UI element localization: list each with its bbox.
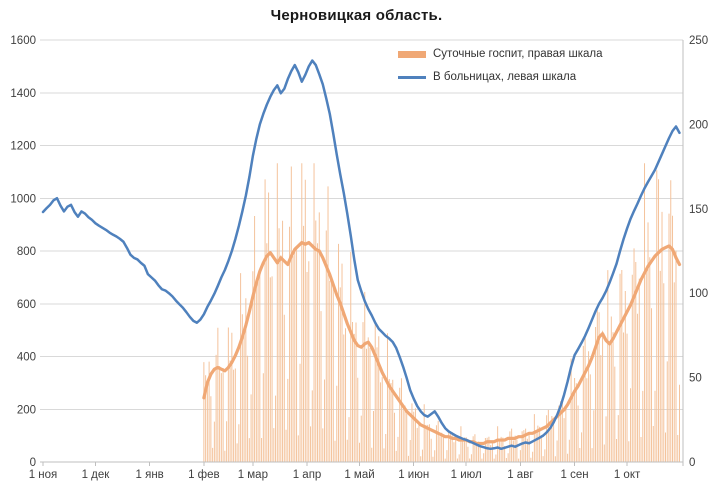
x-tick-label: 1 сен — [561, 469, 589, 481]
x-tick-label: 1 окт — [614, 469, 641, 481]
legend-swatch-orange-bar — [398, 50, 426, 58]
legend-swatch-blue-line — [398, 75, 426, 79]
y-left-tick-label: 1400 — [10, 88, 36, 100]
legend-label-daily-hospitalizations: Суточные госпит, правая шкала — [433, 48, 603, 60]
y-right-tick-label: 0 — [689, 457, 695, 469]
y-right-tick-label: 100 — [689, 288, 708, 300]
in-hospitals-line — [41, 59, 681, 451]
x-tick-label: 1 дек — [82, 469, 111, 481]
y-left-tick-label: 1200 — [10, 141, 36, 153]
x-tick-label: 1 май — [344, 469, 374, 481]
x-tick-label: 1 янв — [136, 469, 164, 481]
y-left-tick-label: 800 — [17, 246, 36, 258]
daily-hospitalizations-mean-line — [202, 240, 682, 446]
x-tick-label: 1 авг — [507, 469, 533, 481]
y-right-tick-label: 50 — [689, 373, 702, 385]
x-tick-label: 1 июн — [398, 469, 429, 481]
chart-title: Черновицкая область. — [270, 7, 443, 24]
y-left-tick-label: 0 — [30, 457, 36, 469]
y-left-tick-label: 400 — [17, 352, 36, 364]
legend-item-daily-hospitalizations: Суточные госпит, правая шкала — [398, 48, 603, 60]
x-tick-label: 1 фев — [188, 469, 220, 481]
x-tick-label: 1 ноя — [29, 469, 58, 481]
y-left-tick-label: 1000 — [10, 193, 36, 205]
legend: Суточные госпит, правая шкала В больница… — [398, 48, 603, 83]
y-right-tick-label: 250 — [689, 35, 708, 47]
x-tick-label: 1 апр — [293, 469, 322, 481]
legend-label-in-hospitals: В больницах, левая шкала — [433, 71, 577, 83]
legend-item-in-hospitals: В больницах, левая шкала — [398, 71, 603, 83]
y-right-tick-label: 150 — [689, 204, 708, 216]
y-left-tick-label: 200 — [17, 404, 36, 416]
daily-hospitalizations-bars — [203, 163, 680, 462]
y-left-tick-label: 600 — [17, 299, 36, 311]
y-left-tick-label: 1600 — [10, 35, 36, 47]
x-tick-label: 1 мар — [238, 469, 268, 481]
y-right-tick-label: 200 — [689, 119, 708, 131]
x-tick-label: 1 июл — [451, 469, 482, 481]
